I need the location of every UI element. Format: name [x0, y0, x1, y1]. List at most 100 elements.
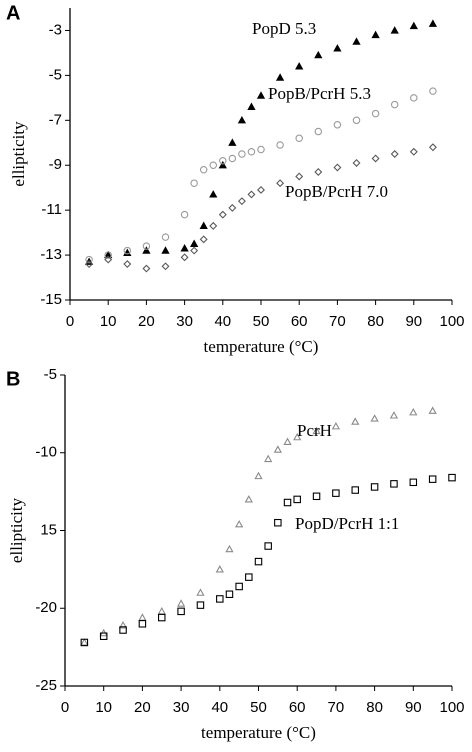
point	[228, 154, 237, 163]
point	[332, 489, 340, 497]
x-tick-label: 10	[100, 313, 117, 330]
point	[99, 632, 108, 640]
point	[228, 138, 237, 146]
y-tick-label: -10	[35, 444, 57, 461]
point	[157, 607, 166, 615]
point	[410, 94, 418, 102]
point	[274, 518, 282, 527]
point	[138, 620, 147, 628]
y-axis-label: ellipticity	[7, 497, 26, 563]
point	[429, 87, 437, 95]
point	[142, 246, 151, 254]
x-tick-label: 60	[291, 313, 308, 330]
point	[254, 471, 263, 480]
point	[295, 172, 304, 181]
point	[428, 143, 437, 152]
point	[370, 414, 379, 422]
point	[371, 30, 380, 39]
point	[237, 197, 246, 206]
point	[199, 235, 208, 244]
point	[238, 150, 246, 158]
y-tick-label: 15	[40, 521, 57, 538]
x-tick-label: 80	[366, 699, 383, 716]
point	[333, 163, 342, 172]
point	[177, 607, 185, 616]
point	[199, 221, 208, 229]
point	[176, 599, 186, 607]
x-tick-label: 100	[439, 699, 464, 716]
panel-label: A	[6, 2, 20, 24]
point	[209, 161, 218, 169]
point	[142, 242, 151, 250]
point	[390, 480, 398, 488]
point	[256, 91, 266, 99]
point	[448, 473, 456, 482]
point	[276, 179, 285, 188]
point	[85, 255, 93, 264]
point	[209, 221, 218, 230]
x-tick-label: 10	[95, 699, 112, 716]
y-tick-label: -3	[49, 21, 62, 38]
point	[390, 150, 399, 158]
point	[158, 613, 166, 622]
x-tick-label: 70	[328, 699, 345, 716]
point	[225, 590, 234, 599]
x-tick-label: 20	[138, 313, 155, 330]
point	[352, 159, 361, 167]
point	[295, 62, 304, 70]
point	[312, 426, 321, 435]
point	[218, 210, 227, 219]
point	[257, 185, 265, 194]
x-tick-label: 20	[134, 699, 151, 716]
x-tick-label: 30	[176, 313, 193, 330]
x-tick-label: 50	[250, 699, 267, 716]
point	[199, 165, 208, 174]
point	[247, 148, 256, 156]
point	[275, 73, 285, 81]
point	[390, 100, 399, 109]
point	[104, 250, 113, 259]
y-tick-label: -9	[49, 156, 62, 173]
point	[180, 210, 189, 219]
point	[225, 544, 234, 553]
point	[244, 495, 253, 503]
point	[80, 638, 89, 646]
point	[118, 621, 128, 629]
point	[314, 50, 323, 59]
point	[161, 233, 170, 241]
point	[428, 406, 437, 414]
x-tick-label: 90	[405, 699, 422, 716]
point	[276, 141, 284, 149]
point	[190, 239, 199, 247]
point	[209, 190, 218, 198]
y-tick-label: -25	[35, 677, 57, 694]
point	[352, 116, 361, 125]
point	[180, 253, 189, 262]
x-tick-label: 70	[329, 313, 346, 330]
panel-label: B	[6, 368, 20, 390]
y-tick-label: -20	[35, 599, 57, 616]
point	[409, 478, 418, 487]
point	[123, 246, 132, 255]
x-tick-label: 0	[66, 313, 74, 330]
y-tick-label: -7	[49, 111, 62, 128]
series-label: PopD/PcrH 1:1	[295, 514, 399, 533]
point	[123, 260, 132, 269]
point	[351, 486, 359, 494]
point	[352, 37, 361, 45]
point	[218, 160, 227, 169]
point	[237, 115, 247, 124]
point	[196, 601, 205, 609]
point	[295, 134, 303, 143]
point	[428, 19, 438, 27]
series-label: PopD 5.3	[252, 19, 316, 38]
y-axis-label: ellipticity	[9, 121, 28, 187]
point	[370, 483, 379, 491]
point	[247, 190, 256, 199]
series-label: PopB/PcrH 7.0	[285, 182, 388, 201]
x-tick-label: 40	[214, 313, 231, 330]
point	[333, 44, 342, 52]
y-tick-label: -11	[41, 201, 62, 218]
point	[409, 21, 418, 30]
point	[196, 588, 205, 596]
